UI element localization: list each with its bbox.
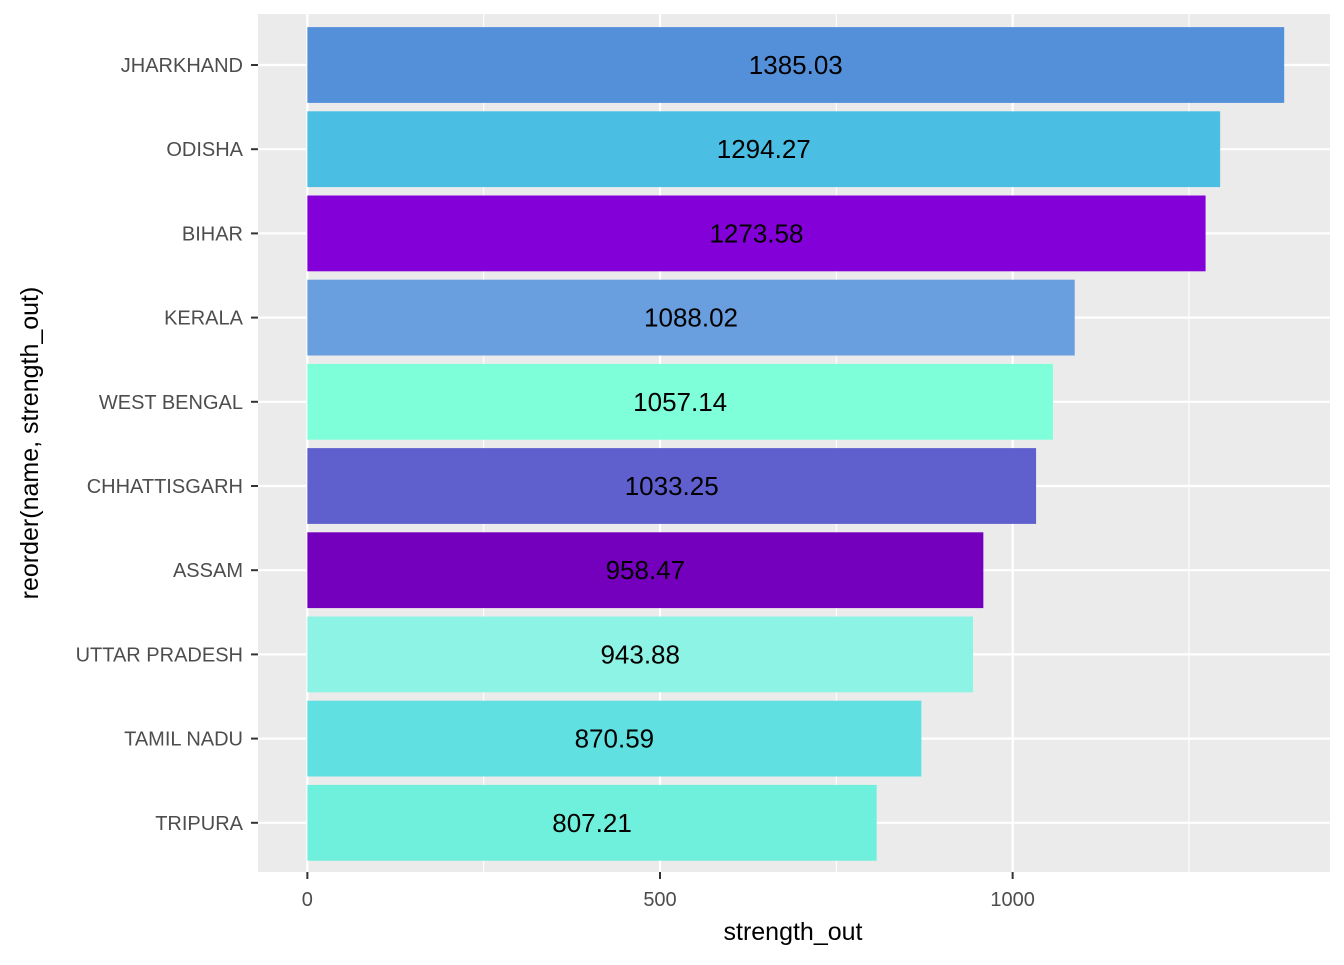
data-label: 870.59 [575,724,655,754]
data-label: 1057.14 [633,387,727,417]
x-tick-label: 1000 [990,889,1035,911]
bar-odisha [307,111,1221,188]
bar-chhattisgarh [307,448,1037,524]
y-axis: JHARKHAND ODISHA BIHAR KERALA WEST BENGAL CHH… [76,55,258,835]
bar-tamil-nadu [307,700,922,777]
y-tick-label: TRIPURA [155,813,243,835]
bar-assam [307,532,984,609]
bar-west-bengal [307,363,1053,440]
bar-uttar-pradesh [307,616,974,693]
data-label: 1294.27 [717,134,811,164]
y-tick-label: WEST BENGAL [99,392,243,414]
y-tick-label: KERALA [164,308,244,330]
data-label: 958.47 [606,555,686,585]
y-axis-title: reorder(name, strength_out) [16,287,44,600]
bar-bihar [307,195,1206,272]
data-label: 1033.25 [625,471,719,501]
y-tick-label: ASSAM [173,560,243,582]
bars [307,27,1285,861]
data-label: 943.88 [600,639,680,669]
y-tick-label: TAMIL NADU [124,729,243,751]
x-axis: 0 500 1000 [302,872,1035,911]
x-tick-label: 500 [643,889,676,911]
y-tick-label: ODISHA [166,139,243,161]
data-label: 1385.03 [749,50,843,80]
data-label: 1088.02 [644,303,738,333]
y-tick-label: BIHAR [182,223,243,245]
data-label: 1273.58 [709,218,803,248]
y-tick-label: CHHATTISGARH [87,476,243,498]
bar-tripura [307,784,877,861]
bar-kerala [307,279,1075,356]
x-axis-title: strength_out [724,918,863,946]
data-labels: 1385.03 1294.27 1273.58 1088.02 1057.14 1033.… [552,50,843,838]
y-tick-label: JHARKHAND [121,55,243,77]
bar-jharkhand [307,27,1285,103]
data-label: 807.21 [552,808,632,838]
y-tick-label: UTTAR PRADESH [76,644,243,666]
x-tick-label: 0 [302,889,313,911]
